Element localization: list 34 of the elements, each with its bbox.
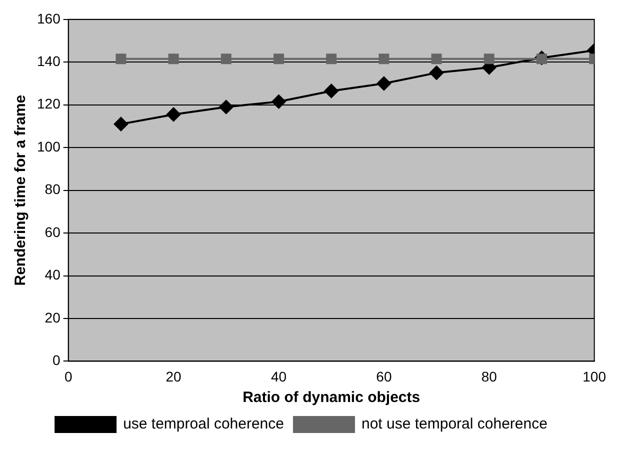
- y-tick-label: 0: [52, 352, 61, 368]
- point: [324, 84, 338, 98]
- point: [220, 54, 232, 64]
- y-tick-label: 160: [37, 10, 61, 26]
- y-tick-label: 100: [37, 138, 61, 154]
- point: [116, 54, 126, 64]
- point: [484, 54, 494, 64]
- legend-label: use temproal coherence: [123, 416, 284, 433]
- y-tick-label: 140: [37, 52, 61, 69]
- x-tick-label: 20: [166, 368, 182, 384]
- x-tick-label: 100: [582, 368, 606, 384]
- y-tick-label: 20: [44, 309, 61, 326]
- y-tick-label: 80: [44, 181, 61, 198]
- x-tick-label: 40: [270, 368, 287, 384]
- y-tick-label: 60: [44, 224, 61, 240]
- point: [431, 54, 442, 64]
- point: [376, 76, 391, 90]
- y-axis-title: Rendering time for a frame: [12, 94, 30, 286]
- point: [430, 66, 444, 80]
- x-axis-title: Ratio of dynamic objects: [242, 389, 420, 406]
- point: [326, 54, 337, 64]
- y-tick-label: 120: [37, 96, 61, 112]
- x-tick-label: 60: [376, 368, 392, 384]
- y-tick-label: 40: [44, 266, 61, 283]
- x-tick-label: 80: [481, 368, 498, 384]
- point: [166, 107, 181, 122]
- point: [272, 94, 286, 109]
- point: [274, 54, 284, 64]
- legend-label: not use temporal coherence: [361, 416, 548, 433]
- point: [378, 54, 390, 64]
- point: [219, 100, 234, 114]
- point: [114, 117, 128, 132]
- x-tick-label: 0: [64, 368, 72, 384]
- point: [168, 54, 179, 64]
